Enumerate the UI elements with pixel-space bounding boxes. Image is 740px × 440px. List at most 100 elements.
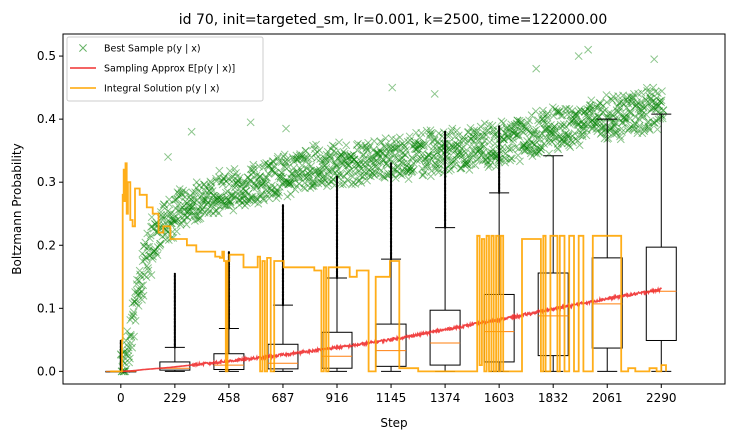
scatter-point bbox=[634, 104, 643, 113]
scatter-point bbox=[609, 118, 618, 127]
scatter-point bbox=[523, 137, 532, 145]
scatter-point bbox=[335, 152, 344, 160]
scatter-point bbox=[421, 162, 430, 171]
x-tick-label: 1374 bbox=[430, 391, 461, 405]
scatter-point bbox=[579, 126, 587, 135]
scatter-point bbox=[161, 235, 170, 244]
scatter-point bbox=[280, 150, 289, 159]
scatter-point bbox=[204, 198, 213, 207]
scatter-point bbox=[579, 120, 588, 129]
scatter-point bbox=[556, 123, 565, 132]
scatter-point bbox=[261, 180, 270, 189]
scatter-point bbox=[124, 346, 132, 355]
scatter-point bbox=[142, 253, 151, 262]
scatter-point bbox=[263, 186, 272, 195]
scatter-point bbox=[242, 180, 251, 189]
scatter-point bbox=[296, 165, 305, 174]
scatter-point bbox=[394, 143, 402, 152]
scatter-point bbox=[428, 130, 436, 139]
scatter-point bbox=[165, 195, 174, 204]
scatter-point bbox=[534, 119, 543, 128]
scatter-point bbox=[227, 174, 236, 182]
scatter-point bbox=[591, 118, 600, 127]
scatter-point bbox=[420, 142, 428, 150]
scatter-point bbox=[569, 118, 578, 127]
scatter-point bbox=[257, 181, 266, 190]
scatter-point bbox=[331, 160, 340, 169]
scatter-point bbox=[529, 129, 538, 138]
scatter-point bbox=[303, 172, 312, 181]
scatter-point bbox=[596, 99, 605, 108]
scatter-point bbox=[378, 149, 387, 158]
scatter-point bbox=[421, 155, 430, 164]
scatter-point bbox=[150, 247, 159, 256]
scatter-point bbox=[123, 349, 132, 358]
scatter-point bbox=[355, 176, 364, 185]
scatter-point bbox=[658, 114, 667, 123]
scatter-point bbox=[640, 124, 649, 133]
scatter-point bbox=[314, 168, 323, 177]
scatter-point bbox=[221, 172, 229, 181]
scatter-point bbox=[222, 201, 231, 210]
scatter-point bbox=[556, 132, 564, 141]
scatter-point bbox=[263, 173, 271, 182]
scatter-point bbox=[610, 122, 619, 131]
plot-area bbox=[105, 45, 677, 376]
scatter-point bbox=[377, 158, 386, 167]
scatter-point bbox=[264, 161, 273, 170]
scatter-point bbox=[235, 173, 244, 182]
scatter-point bbox=[463, 158, 472, 167]
scatter-point bbox=[147, 271, 156, 280]
scatter-point bbox=[255, 172, 264, 181]
scatter-point bbox=[239, 192, 248, 201]
scatter-point bbox=[386, 141, 395, 150]
scatter-point bbox=[148, 252, 157, 261]
scatter-point bbox=[326, 151, 335, 160]
scatter-point bbox=[170, 217, 179, 226]
scatter-point bbox=[201, 183, 210, 192]
scatter-point bbox=[410, 144, 419, 153]
scatter-point bbox=[448, 124, 457, 133]
scatter-point bbox=[337, 150, 346, 159]
scatter-point bbox=[524, 145, 533, 154]
scatter-point bbox=[354, 139, 362, 148]
scatter-point bbox=[360, 167, 368, 176]
scatter-point bbox=[461, 149, 470, 158]
scatter-point bbox=[419, 171, 428, 179]
scatter-point bbox=[446, 160, 455, 169]
scatter-point bbox=[133, 290, 142, 299]
scatter-point bbox=[477, 132, 486, 141]
scatter-point bbox=[475, 144, 484, 153]
scatter-point bbox=[279, 152, 288, 161]
scatter-point bbox=[210, 200, 219, 209]
scatter-point bbox=[181, 197, 190, 206]
scatter-point bbox=[174, 215, 183, 224]
scatter-point bbox=[542, 110, 551, 119]
scatter-point bbox=[545, 128, 554, 137]
scatter-point bbox=[455, 148, 464, 157]
scatter-point bbox=[321, 176, 330, 185]
scatter-point bbox=[292, 182, 301, 191]
scatter-point bbox=[190, 216, 199, 225]
scatter-point bbox=[562, 135, 571, 144]
scatter-point bbox=[589, 118, 598, 127]
scatter-point bbox=[485, 138, 494, 147]
scatter-point bbox=[577, 117, 586, 126]
scatter-point bbox=[459, 143, 468, 152]
scatter-point bbox=[297, 154, 306, 162]
scatter-point bbox=[218, 197, 226, 206]
scatter-point bbox=[409, 159, 418, 168]
scatter-point bbox=[451, 139, 460, 148]
scatter-point bbox=[370, 171, 379, 180]
scatter-point bbox=[628, 124, 637, 133]
scatter-point bbox=[636, 100, 644, 109]
scatter-point bbox=[329, 147, 338, 156]
scatter-point bbox=[571, 111, 580, 120]
scatter-point bbox=[446, 145, 455, 154]
scatter-point bbox=[480, 119, 489, 128]
scatter-point bbox=[291, 154, 300, 163]
scatter-point bbox=[430, 89, 439, 98]
scatter-point bbox=[140, 241, 149, 250]
scatter-point bbox=[128, 299, 137, 308]
scatter-point bbox=[296, 150, 305, 159]
